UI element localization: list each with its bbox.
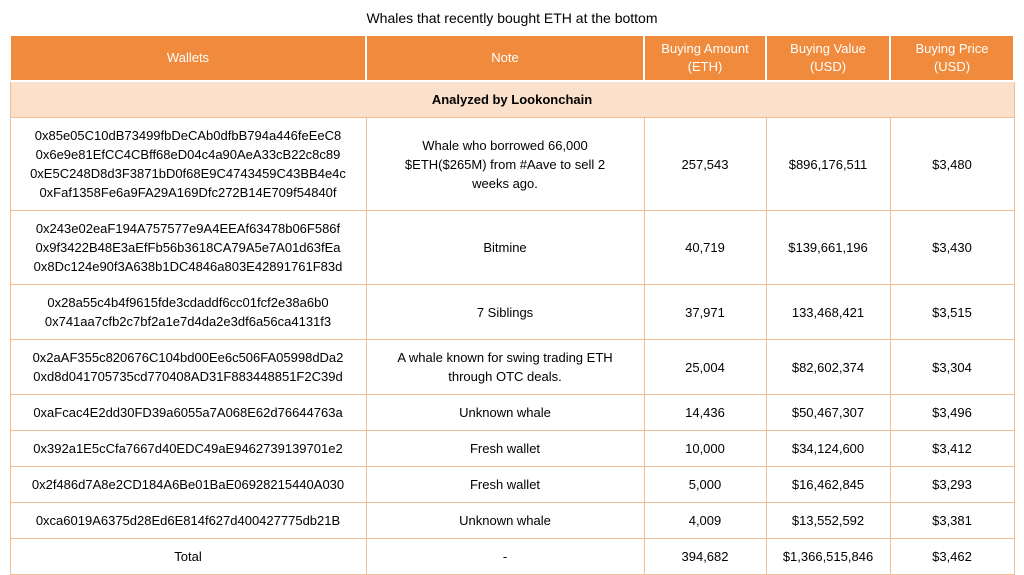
- wallets-cell: 0x243e02eaF194A757577e9A4EEAf63478b06F58…: [9, 210, 367, 285]
- page-title: Whales that recently bought ETH at the b…: [366, 10, 658, 26]
- column-header-buying-price: Buying Price (USD): [889, 34, 1015, 82]
- table-body: Analyzed by Lookonchain 0x85e05C10dB7349…: [9, 80, 1015, 539]
- total-label: Total: [9, 538, 367, 575]
- table-row: 0x2aAF355c820676C104bd00Ee6c506FA05998dD…: [9, 339, 1015, 395]
- total-value: $1,366,515,846: [765, 538, 891, 575]
- column-header-note: Note: [365, 34, 645, 82]
- price-cell: $3,381: [889, 502, 1015, 539]
- wallet-address: 0x2aAF355c820676C104bd00Ee6c506FA05998dD…: [32, 350, 344, 365]
- table-row: 0x243e02eaF194A757577e9A4EEAf63478b06F58…: [9, 210, 1015, 285]
- note-cell: Whale who borrowed 66,000 $ETH($265M) fr…: [365, 117, 645, 211]
- wallet-address: 0x741aa7cfb2c7bf2a1e7d4da2e3df6a56ca4131…: [44, 314, 332, 329]
- table-row: 0x2f486d7A8e2CD184A6Be01BaE06928215440A0…: [9, 466, 1015, 503]
- total-note: -: [365, 538, 645, 575]
- value-cell: $34,124,600: [765, 430, 891, 467]
- wallets-cell: 0x85e05C10dB73499fbDeCAb0dfbB794a446feEe…: [9, 117, 367, 211]
- wallet-address: 0xca6019A6375d28Ed6E814f627d400427775db2…: [35, 513, 341, 528]
- price-cell: $3,430: [889, 210, 1015, 285]
- table-row: 0xaFcac4E2dd30FD39a6055a7A068E62d7664476…: [9, 394, 1015, 431]
- column-label: Buying Price: [915, 41, 989, 56]
- column-label: Wallets: [166, 50, 210, 65]
- table-header: Wallets Note Buying Amount (ETH) Buying …: [9, 34, 1015, 82]
- amount-cell: 37,971: [643, 284, 767, 340]
- wallet-address: 0x9f3422B48E3aEfFb56b3618CA79A5e7A01d63f…: [35, 240, 341, 255]
- wallet-address: 0x2f486d7A8e2CD184A6Be01BaE06928215440A0…: [31, 477, 345, 492]
- value-cell: $896,176,511: [765, 117, 891, 211]
- amount-cell: 4,009: [643, 502, 767, 539]
- note-cell: A whale known for swing trading ETH thro…: [365, 339, 645, 395]
- column-header-buying-value: Buying Value (USD): [765, 34, 891, 82]
- whales-table: Wallets Note Buying Amount (ETH) Buying …: [9, 34, 1015, 575]
- table-row: 0x85e05C10dB73499fbDeCAb0dfbB794a446feEe…: [9, 117, 1015, 211]
- table-row: 0x392a1E5cCfa7667d40EDC49aE9462739139701…: [9, 430, 1015, 467]
- column-label: Note: [491, 50, 519, 65]
- wallets-cell: 0xca6019A6375d28Ed6E814f627d400427775db2…: [9, 502, 367, 539]
- column-sublabel: (ETH): [687, 59, 723, 74]
- price-cell: $3,515: [889, 284, 1015, 340]
- wallets-cell: 0xaFcac4E2dd30FD39a6055a7A068E62d7664476…: [9, 394, 367, 431]
- column-header-buying-amount: Buying Amount (ETH): [643, 34, 767, 82]
- value-cell: $16,462,845: [765, 466, 891, 503]
- amount-cell: 25,004: [643, 339, 767, 395]
- amount-cell: 257,543: [643, 117, 767, 211]
- price-cell: $3,496: [889, 394, 1015, 431]
- table-row: 0x28a55c4b4f9615fde3cdaddf6cc01fcf2e38a6…: [9, 284, 1015, 340]
- amount-cell: 10,000: [643, 430, 767, 467]
- wallets-cell: 0x392a1E5cCfa7667d40EDC49aE9462739139701…: [9, 430, 367, 467]
- column-label: Buying Amount: [661, 41, 749, 56]
- banner-row: Analyzed by Lookonchain: [9, 80, 1015, 118]
- column-label: Buying Value: [790, 41, 866, 56]
- table-footer: Total - 394,682 $1,366,515,846 $3,462: [9, 538, 1015, 575]
- wallet-address: 0xE5C248D8d3F3871bD0f68E9C4743459C43BB4e…: [30, 166, 346, 181]
- wallet-address: 0xFaf1358Fe6a9FA29A169Dfc272B14E709f5484…: [39, 185, 337, 200]
- value-cell: 133,468,421: [765, 284, 891, 340]
- wallet-address: 0xd8d041705735cd770408AD31F883448851F2C3…: [33, 369, 343, 384]
- table-row: 0xca6019A6375d28Ed6E814f627d400427775db2…: [9, 502, 1015, 539]
- note-cell: Bitmine: [365, 210, 645, 285]
- wallet-address: 0x28a55c4b4f9615fde3cdaddf6cc01fcf2e38a6…: [47, 295, 329, 310]
- amount-cell: 5,000: [643, 466, 767, 503]
- column-sublabel: (USD): [933, 59, 971, 74]
- price-cell: $3,480: [889, 117, 1015, 211]
- amount-cell: 14,436: [643, 394, 767, 431]
- wallets-cell: 0x2f486d7A8e2CD184A6Be01BaE06928215440A0…: [9, 466, 367, 503]
- amount-cell: 40,719: [643, 210, 767, 285]
- note-cell: Fresh wallet: [365, 430, 645, 467]
- wallet-address: 0x392a1E5cCfa7667d40EDC49aE9462739139701…: [33, 441, 343, 456]
- wallet-address: 0x6e9e81EfCC4CBff68eD04c4a90AeA33cB22c8c…: [35, 147, 341, 162]
- column-header-wallets: Wallets: [9, 34, 367, 82]
- wallet-address: 0x85e05C10dB73499fbDeCAb0dfbB794a446feEe…: [34, 128, 342, 143]
- wallets-cell: 0x28a55c4b4f9615fde3cdaddf6cc01fcf2e38a6…: [9, 284, 367, 340]
- note-cell: Unknown whale: [365, 394, 645, 431]
- value-cell: $82,602,374: [765, 339, 891, 395]
- price-cell: $3,412: [889, 430, 1015, 467]
- wallet-address: 0xaFcac4E2dd30FD39a6055a7A068E62d7664476…: [33, 405, 343, 420]
- total-amount: 394,682: [643, 538, 767, 575]
- total-price: $3,462: [889, 538, 1015, 575]
- value-cell: $139,661,196: [765, 210, 891, 285]
- note-cell: Fresh wallet: [365, 466, 645, 503]
- column-sublabel: (USD): [809, 59, 847, 74]
- price-cell: $3,304: [889, 339, 1015, 395]
- note-cell: Unknown whale: [365, 502, 645, 539]
- total-row: Total - 394,682 $1,366,515,846 $3,462: [9, 538, 1015, 575]
- value-cell: $50,467,307: [765, 394, 891, 431]
- value-cell: $13,552,592: [765, 502, 891, 539]
- note-cell: 7 Siblings: [365, 284, 645, 340]
- price-cell: $3,293: [889, 466, 1015, 503]
- wallet-address: 0x243e02eaF194A757577e9A4EEAf63478b06F58…: [35, 221, 341, 236]
- banner-text: Analyzed by Lookonchain: [9, 80, 1015, 118]
- wallets-cell: 0x2aAF355c820676C104bd00Ee6c506FA05998dD…: [9, 339, 367, 395]
- wallet-address: 0x8Dc124e90f3A638b1DC4846a803E42891761F8…: [33, 259, 343, 274]
